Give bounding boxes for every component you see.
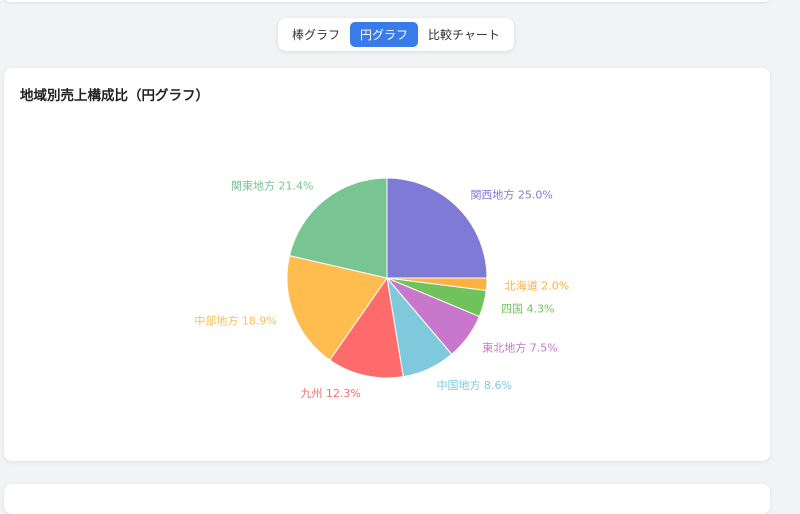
previous-card	[4, 0, 770, 2]
chart-card: 地域別売上構成比（円グラフ） 関西地方 25.0% 北海道 2.0% 四国 4.3%…	[4, 68, 770, 461]
pie-slice-label: 中国地方 8.6%	[437, 378, 512, 392]
pie-slice[interactable]	[386, 177, 488, 279]
pie-slice[interactable]	[329, 276, 404, 379]
tab-bar-chart[interactable]: 棒グラフ	[292, 28, 341, 42]
pie-slice-label: 東北地方 7.5%	[482, 341, 557, 355]
pie-slice-label: 北海道 2.0%	[505, 278, 569, 292]
chart-title: 地域別売上構成比（円グラフ）	[20, 88, 209, 104]
pie-slice[interactable]	[286, 254, 388, 361]
pie-slice[interactable]	[288, 177, 388, 279]
pie-slice-label: 四国 4.3%	[501, 302, 554, 315]
pie-chart: 関西地方 25.0% 北海道 2.0% 四国 4.3% 東北地方 7.5% 中国地方 8…	[194, 177, 569, 400]
tab-comparison-chart[interactable]: 比較チャート	[428, 28, 500, 42]
chart-type-tabs: 棒グラフ 円グラフ 比較チャート	[278, 18, 514, 51]
pie-slice-label: 関西地方 25.0%	[470, 188, 552, 202]
next-card	[4, 484, 770, 514]
tab-pie-chart[interactable]: 円グラフ	[350, 22, 419, 47]
pie-slice-label: 九州 12.3%	[300, 387, 360, 400]
pie-slice-label: 中部地方 18.9%	[194, 313, 276, 327]
pie-slice-label: 関東地方 21.4%	[231, 179, 313, 193]
